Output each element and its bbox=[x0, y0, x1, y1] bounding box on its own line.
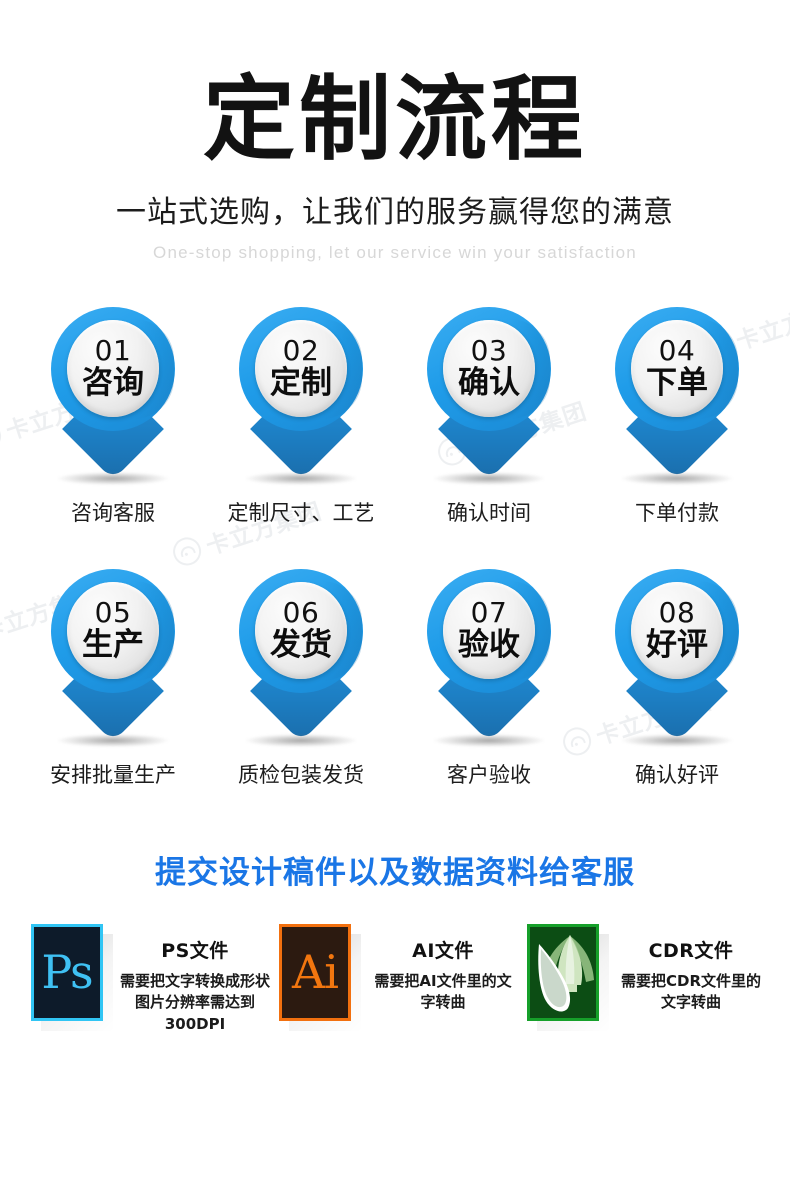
map-pin-icon: 01 咨询 bbox=[51, 306, 175, 485]
step-number: 01 bbox=[94, 333, 132, 367]
illustrator-glyph: Ai bbox=[292, 945, 339, 1000]
pin-ground-shadow bbox=[245, 733, 357, 747]
map-pin-icon: 08 好评 bbox=[615, 568, 739, 747]
format-item: Ps PS文件 需要把文字转换成形状图片分辨率需达到300DPI bbox=[23, 923, 271, 1036]
format-text: AI文件 需要把AI文件里的文字转曲 bbox=[367, 924, 519, 1015]
step-label: 质检包装发货 bbox=[238, 762, 364, 787]
pin-face: 02 定制 bbox=[255, 319, 347, 417]
process-steps: 01 咨询 咨询客服 02 定制 定制尺寸、工艺 bbox=[0, 306, 790, 789]
format-text: CDR文件 需要把CDR文件里的文字转曲 bbox=[615, 924, 767, 1015]
icon-wrapper: Ai bbox=[279, 923, 361, 1031]
step-number: 08 bbox=[658, 595, 696, 629]
format-text: PS文件 需要把文字转换成形状图片分辨率需达到300DPI bbox=[119, 924, 271, 1036]
step-label: 客户验收 bbox=[447, 762, 531, 787]
pin-face: 05 生产 bbox=[67, 581, 159, 679]
step-row-2: 05 生产 安排批量生产 06 发货 质检包装发货 bbox=[0, 568, 790, 789]
pin-ground-shadow bbox=[433, 471, 545, 485]
page-title: 定制流程 bbox=[202, 66, 587, 173]
step-word: 下单 bbox=[646, 364, 708, 401]
step-item[interactable]: 02 定制 定制尺寸、工艺 bbox=[207, 306, 395, 527]
map-pin-icon: 05 生产 bbox=[51, 568, 175, 747]
step-label: 安排批量生产 bbox=[50, 762, 176, 787]
pin-ground-shadow bbox=[433, 733, 545, 747]
pin-face: 06 发货 bbox=[255, 581, 347, 679]
step-number: 04 bbox=[658, 333, 696, 367]
pin-face: 04 下单 bbox=[631, 319, 723, 417]
map-pin-icon: 06 发货 bbox=[239, 568, 363, 747]
step-number: 06 bbox=[282, 595, 320, 629]
pin-ground-shadow bbox=[57, 733, 169, 747]
illustrator-icon: Ai bbox=[279, 923, 351, 1021]
page-header: 定制流程 一站式选购，让我们的服务赢得您的满意 One-stop shoppin… bbox=[0, 0, 790, 263]
step-item[interactable]: 06 发货 质检包装发货 bbox=[207, 568, 395, 789]
page-subtitle: 一站式选购，让我们的服务赢得您的满意 bbox=[116, 194, 674, 230]
pin-face: 03 确认 bbox=[443, 319, 535, 417]
step-row-1: 01 咨询 咨询客服 02 定制 定制尺寸、工艺 bbox=[0, 306, 790, 527]
icon-wrapper bbox=[527, 923, 609, 1031]
pin-face: 01 咨询 bbox=[67, 319, 159, 417]
pin-ground-shadow bbox=[245, 471, 357, 485]
step-word: 发货 bbox=[270, 626, 332, 663]
submit-heading: 提交设计稿件以及数据资料给客服 bbox=[155, 854, 635, 891]
step-number: 03 bbox=[470, 333, 508, 367]
format-description: 需要把AI文件里的文字转曲 bbox=[374, 971, 512, 1012]
step-item[interactable]: 05 生产 安排批量生产 bbox=[19, 568, 207, 789]
format-item: Ai AI文件 需要把AI文件里的文字转曲 bbox=[271, 923, 519, 1031]
format-description: 需要把CDR文件里的文字转曲 bbox=[620, 971, 761, 1012]
step-label: 定制尺寸、工艺 bbox=[227, 500, 375, 525]
step-item[interactable]: 07 验收 客户验收 bbox=[395, 568, 583, 789]
pin-ground-shadow bbox=[621, 471, 733, 485]
map-pin-icon: 03 确认 bbox=[427, 306, 551, 485]
step-word: 好评 bbox=[646, 626, 708, 663]
map-pin-icon: 04 下单 bbox=[615, 306, 739, 485]
step-item[interactable]: 08 好评 确认好评 bbox=[583, 568, 771, 789]
step-word: 咨询 bbox=[82, 364, 144, 401]
icon-wrapper: Ps bbox=[31, 923, 113, 1031]
pin-face: 07 验收 bbox=[443, 581, 535, 679]
coreldraw-balloon-glyph bbox=[530, 926, 596, 1018]
format-title: PS文件 bbox=[161, 939, 229, 962]
format-description: 需要把文字转换成形状图片分辨率需达到300DPI bbox=[119, 971, 270, 1034]
step-number: 07 bbox=[470, 595, 508, 629]
step-item[interactable]: 03 确认 确认时间 bbox=[395, 306, 583, 527]
step-label: 确认时间 bbox=[447, 500, 531, 525]
map-pin-icon: 02 定制 bbox=[239, 306, 363, 485]
step-number: 05 bbox=[94, 595, 132, 629]
step-word: 定制 bbox=[270, 364, 332, 401]
map-pin-icon: 07 验收 bbox=[427, 568, 551, 747]
pin-ground-shadow bbox=[621, 733, 733, 747]
step-item[interactable]: 04 下单 下单付款 bbox=[583, 306, 771, 527]
format-title: AI文件 bbox=[412, 939, 474, 962]
step-label: 咨询客服 bbox=[71, 500, 155, 525]
step-number: 02 bbox=[282, 333, 320, 367]
step-word: 生产 bbox=[82, 626, 144, 663]
photoshop-glyph: Ps bbox=[41, 945, 93, 1000]
step-item[interactable]: 01 咨询 咨询客服 bbox=[19, 306, 207, 527]
pin-face: 08 好评 bbox=[631, 581, 723, 679]
format-title: CDR文件 bbox=[648, 939, 734, 962]
step-word: 确认 bbox=[458, 364, 520, 401]
photoshop-icon: Ps bbox=[31, 923, 103, 1021]
format-item: CDR文件 需要把CDR文件里的文字转曲 bbox=[519, 923, 767, 1031]
step-label: 确认好评 bbox=[635, 762, 719, 787]
coreldraw-icon bbox=[527, 923, 599, 1021]
page-subtitle-english: One-stop shopping, let our service win y… bbox=[153, 242, 637, 262]
step-word: 验收 bbox=[458, 626, 520, 663]
step-label: 下单付款 bbox=[635, 500, 719, 525]
file-format-list: Ps PS文件 需要把文字转换成形状图片分辨率需达到300DPI Ai AI文件… bbox=[0, 923, 790, 1036]
pin-ground-shadow bbox=[57, 471, 169, 485]
